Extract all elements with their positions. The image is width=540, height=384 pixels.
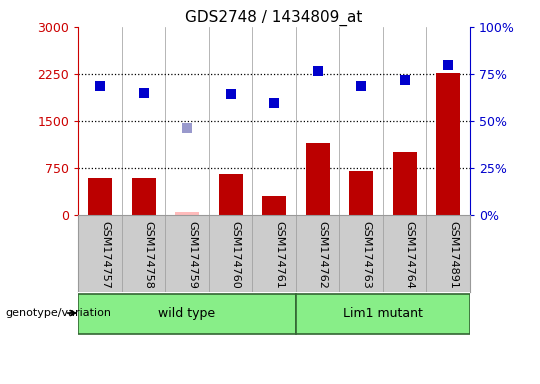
Text: GSM174763: GSM174763 bbox=[361, 221, 371, 289]
Text: GSM174758: GSM174758 bbox=[144, 221, 153, 289]
Bar bbox=[436, 73, 460, 215]
Text: GSM174760: GSM174760 bbox=[231, 221, 240, 289]
Bar bbox=[219, 174, 242, 215]
Bar bbox=[306, 143, 329, 215]
Text: GSM174757: GSM174757 bbox=[100, 221, 110, 289]
Point bbox=[400, 76, 409, 83]
Text: GSM174761: GSM174761 bbox=[274, 221, 284, 289]
Point bbox=[96, 83, 104, 89]
Point bbox=[313, 68, 322, 74]
Bar bbox=[349, 171, 373, 215]
Point bbox=[444, 62, 453, 68]
Point bbox=[357, 83, 366, 89]
Point bbox=[270, 100, 279, 106]
Text: GSM174762: GSM174762 bbox=[318, 221, 328, 289]
Bar bbox=[175, 212, 199, 215]
Text: GSM174764: GSM174764 bbox=[404, 221, 415, 289]
Point bbox=[183, 125, 191, 131]
Bar bbox=[262, 195, 286, 215]
Bar bbox=[132, 178, 156, 215]
Text: GSM174891: GSM174891 bbox=[448, 221, 458, 289]
Text: genotype/variation: genotype/variation bbox=[5, 308, 111, 318]
Bar bbox=[393, 152, 416, 215]
Point bbox=[226, 91, 235, 97]
Bar bbox=[78, 294, 296, 334]
Bar bbox=[88, 178, 112, 215]
Point bbox=[139, 90, 148, 96]
Bar bbox=[296, 294, 470, 334]
Text: GSM174759: GSM174759 bbox=[187, 221, 197, 289]
Title: GDS2748 / 1434809_at: GDS2748 / 1434809_at bbox=[185, 9, 363, 25]
Text: wild type: wild type bbox=[158, 308, 215, 320]
Text: Lim1 mutant: Lim1 mutant bbox=[343, 308, 423, 320]
